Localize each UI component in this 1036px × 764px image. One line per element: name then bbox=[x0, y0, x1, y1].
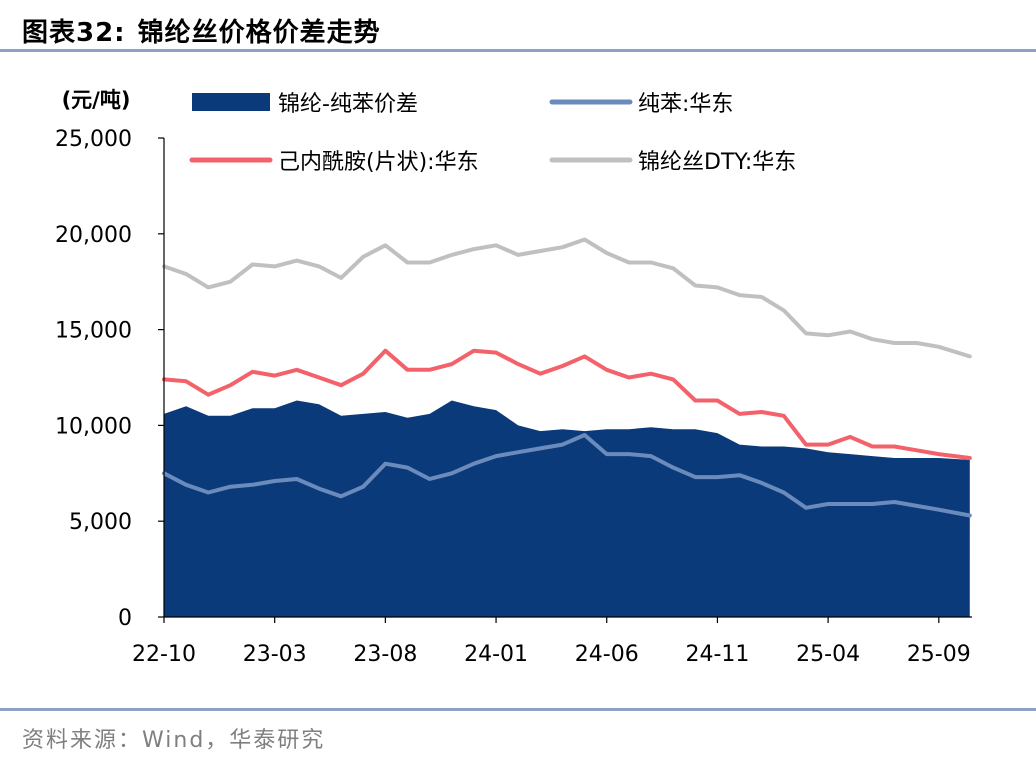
source-note: 资料来源：Wind，华泰研究 bbox=[22, 728, 326, 753]
y-unit-label: (元/吨) bbox=[62, 88, 131, 112]
figure-label: 图表32: bbox=[22, 18, 126, 48]
footer-rule bbox=[0, 708, 1036, 711]
x-tick-label: 25-09 bbox=[907, 642, 971, 667]
x-tick-label: 23-03 bbox=[243, 642, 307, 667]
x-tick-label: 23-08 bbox=[353, 642, 417, 667]
x-tick-label: 25-04 bbox=[796, 642, 860, 667]
y-tick-label: 5,000 bbox=[69, 510, 132, 535]
x-tick-label: 22-10 bbox=[132, 642, 196, 667]
y-tick-label: 10,000 bbox=[55, 414, 132, 439]
title-rule bbox=[0, 49, 1036, 52]
legend-swatch bbox=[192, 93, 270, 111]
series-line-caprolactam bbox=[162, 348, 972, 460]
y-tick-label: 15,000 bbox=[55, 319, 132, 344]
series-line-benzene bbox=[162, 433, 972, 518]
series-area-spread bbox=[164, 400, 970, 617]
legend-label: 锦纶丝DTY:华东 bbox=[638, 150, 796, 175]
y-tick-label: 20,000 bbox=[55, 223, 132, 248]
series-line-nylon-dty bbox=[162, 237, 972, 359]
x-tick-label: 24-06 bbox=[575, 642, 639, 667]
legend-label: 纯苯:华东 bbox=[638, 92, 733, 117]
figure-title-text: 锦纶丝价格价差走势 bbox=[137, 18, 381, 48]
y-tick-label: 25,000 bbox=[55, 127, 132, 152]
chart-area: 25,000 20,000 15,000 10,000 5,000 022-10 23-03… bbox=[55, 88, 972, 667]
figure-title: 图表32: 锦纶丝价格价差走势 bbox=[22, 12, 381, 49]
legend-label: 锦纶-纯苯价差 bbox=[278, 92, 418, 117]
y-tick-label: 0 bbox=[118, 606, 132, 631]
x-tick-label: 24-01 bbox=[464, 642, 528, 667]
legend-label: 己内酰胺(片状):华东 bbox=[278, 150, 479, 175]
x-tick-label: 24-11 bbox=[685, 642, 749, 667]
